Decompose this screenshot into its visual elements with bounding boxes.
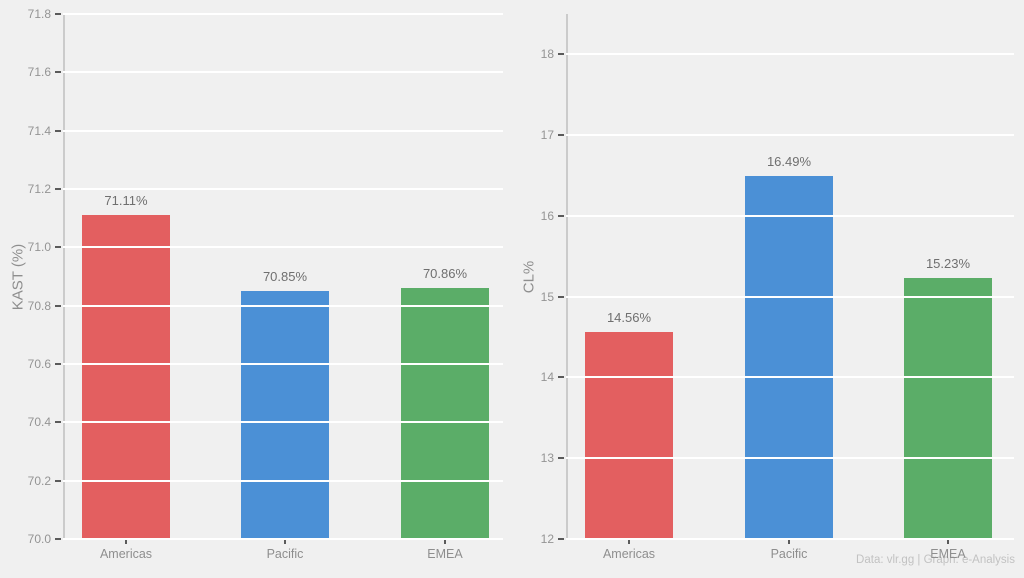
y-tick-mark: [558, 376, 564, 379]
y-tick-label: 71.8: [27, 7, 51, 21]
y-tick-mark: [55, 13, 61, 15]
y-tick-mark: [558, 214, 564, 217]
bar-americas: [585, 332, 673, 539]
y-tick-mark: [558, 53, 564, 56]
y-tick-label: 13: [540, 451, 554, 466]
gridline: [63, 13, 503, 15]
gridline: [566, 214, 1014, 217]
y-tick-label: 15: [540, 289, 554, 304]
gridline: [63, 421, 503, 424]
gridline: [63, 246, 503, 249]
y-tick-mark: [558, 457, 564, 460]
y-tick-mark: [558, 538, 564, 540]
gridline: [63, 304, 503, 307]
y-tick-mark: [55, 421, 61, 424]
watermark-credit: Data: vlr.gg | Graph: e-Analysis: [856, 554, 1015, 566]
bar-value-label: 15.23%: [925, 256, 971, 272]
bar-value-label: 70.85%: [262, 269, 308, 285]
y-tick-mark: [55, 479, 61, 482]
x-tick-label-pacific: Pacific: [266, 547, 304, 561]
x-tick-label-pacific: Pacific: [770, 547, 808, 561]
gridline: [63, 71, 503, 74]
y-tick-mark: [55, 363, 61, 365]
y-tick-mark: [55, 129, 61, 132]
kast-y-axis-label: KAST (%): [9, 243, 27, 311]
gridline: [566, 134, 1014, 137]
bar-americas: [82, 215, 170, 539]
y-tick-label: 17: [540, 128, 554, 143]
gridline: [566, 538, 1014, 540]
y-tick-label: 12: [540, 532, 554, 546]
y-tick-label: 71.6: [27, 65, 51, 80]
y-axis-spine: [63, 14, 65, 539]
x-tick-label-americas: Americas: [99, 547, 153, 561]
y-tick-label: 16: [540, 208, 554, 223]
y-tick-label: 70.6: [27, 357, 51, 371]
y-tick-mark: [55, 246, 61, 249]
gridline: [63, 538, 503, 540]
x-tick-label-emea: EMEA: [930, 547, 966, 561]
bar-value-label: 14.56%: [606, 310, 652, 326]
gridline: [63, 129, 503, 132]
x-tick-mark: [125, 540, 127, 544]
x-tick-label-americas: Americas: [602, 547, 656, 561]
bar-value-label: 70.86%: [422, 266, 468, 282]
y-tick-label: 70.0: [27, 532, 51, 546]
y-tick-label: 70.2: [27, 473, 51, 488]
x-tick-mark: [628, 540, 630, 544]
cl-y-axis-label: CL%: [520, 260, 538, 294]
gridline: [63, 188, 503, 190]
gridline: [566, 295, 1014, 298]
y-tick-mark: [55, 188, 61, 190]
x-tick-label-emea: EMEA: [427, 547, 463, 561]
y-axis-spine: [566, 14, 568, 539]
y-tick-mark: [55, 304, 61, 307]
gridline: [63, 479, 503, 482]
x-tick-mark: [788, 540, 790, 544]
gridline: [63, 363, 503, 365]
bar-pacific: [241, 291, 329, 539]
bar-emea: [904, 278, 992, 539]
y-tick-mark: [55, 538, 61, 540]
y-tick-mark: [558, 134, 564, 137]
y-tick-label: 70.4: [27, 415, 51, 430]
bar-emea: [401, 288, 489, 539]
y-tick-label: 70.8: [27, 298, 51, 313]
cl-bar-chart: 12 13 14 15 16 17 18 14.56% Americas 16.49% Pacifi…: [541, 14, 1014, 561]
y-tick-mark: [55, 71, 61, 74]
gridline: [566, 457, 1014, 460]
gridline: [566, 376, 1014, 379]
y-tick-label: 71.4: [27, 123, 51, 138]
bar-value-label: 16.49%: [766, 154, 812, 170]
kast-bar-chart: 70.0 70.2 70.4 70.6 70.8 71.0 71.2 71.4 71.6 71.8…: [28, 7, 503, 561]
gridline: [566, 53, 1014, 56]
y-tick-label: 18: [540, 47, 554, 62]
x-tick-mark: [444, 540, 446, 544]
y-tick-mark: [558, 295, 564, 298]
x-tick-mark: [284, 540, 286, 544]
x-tick-mark: [947, 540, 949, 544]
y-tick-label: 71.2: [27, 182, 51, 196]
y-tick-label: 71.0: [27, 240, 51, 255]
y-tick-label: 14: [540, 370, 554, 385]
bar-value-label: 71.11%: [104, 193, 148, 209]
bar-pacific: [745, 176, 833, 539]
